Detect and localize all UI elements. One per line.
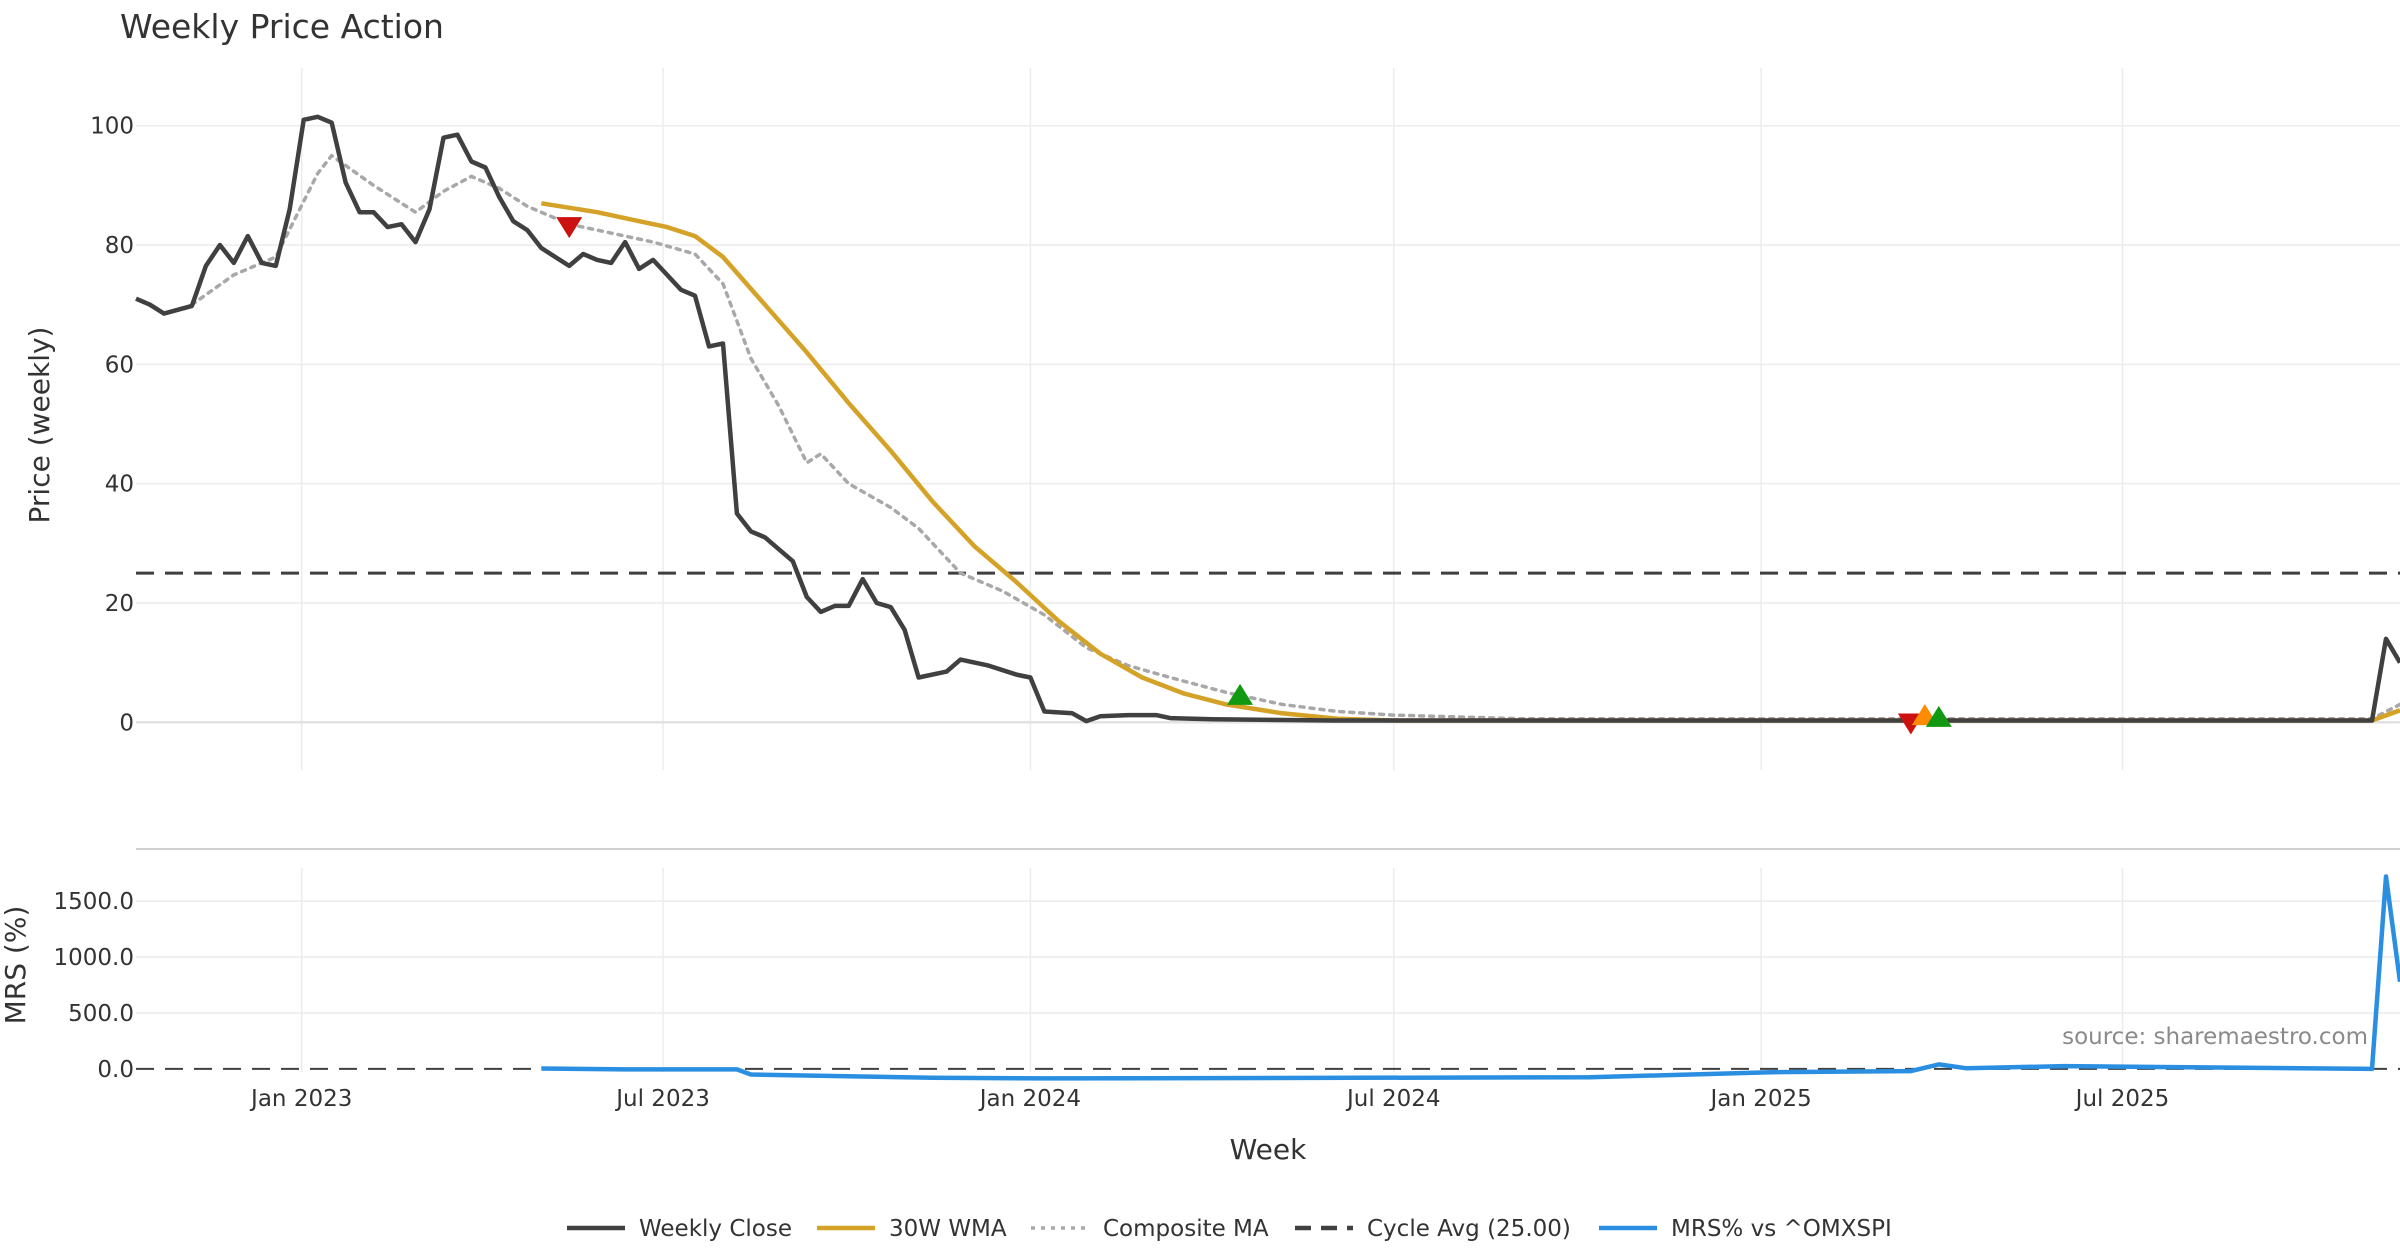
mrs-y-tick-label: 1500.0 [54,889,134,915]
series-line-close [135,114,2400,724]
price-y-tick-label: 100 [90,114,134,140]
grid [136,68,2400,1072]
signal-sell-marker [556,217,583,239]
x-tick-label: Jul 2023 [614,1086,710,1112]
source-annotation: source: sharemaestro.com [2062,1024,2368,1050]
x-tick-label: Jan 2023 [249,1086,352,1112]
signal-buy-marker [1227,683,1254,705]
legend-label-cycle: Cycle Avg (25.00) [1367,1216,1571,1242]
mrs-y-tick-label: 500.0 [68,1001,134,1027]
price-y-tick-label: 80 [105,233,134,259]
signal-buy-marker [1925,705,1952,727]
legend-label-mrs: MRS% vs ^OMXSPI [1671,1216,1892,1242]
legend[interactable]: Weekly Close 30W WMA Composite MA Cycle Avg… [567,1216,1892,1242]
legend-label-composite: Composite MA [1103,1216,1269,1242]
series-line-mrs [541,874,2400,1081]
x-axis-label: Week [1230,1133,1307,1166]
price-y-tick-label: 40 [105,472,134,498]
mrs-y-tick-label: 1000.0 [54,945,134,971]
legend-label-close: Weekly Close [639,1216,792,1242]
series-line-composite [190,153,2400,721]
signal-markers [556,217,1952,735]
x-tick-label: Jan 2024 [978,1086,1081,1112]
mrs-y-tick-label: 0.0 [97,1057,134,1083]
x-tick-label: Jul 2025 [2074,1086,2170,1112]
price-y-axis: 0 20 40 60 80 100 [90,114,134,737]
legend-label-wma: 30W WMA [889,1216,1007,1242]
x-tick-label: Jul 2024 [1345,1086,1441,1112]
x-tick-label: Jan 2025 [1708,1086,1811,1112]
price-y-tick-label: 20 [105,591,134,617]
x-axis: Jan 2023 Jul 2023 Jan 2024 Jul 2024 Jan 2025… [249,1086,2169,1112]
series-lines [135,114,2400,1081]
price-y-tick-label: 0 [119,710,134,736]
mrs-y-axis: 0.0 500.0 1000.0 1500.0 [54,889,134,1083]
mrs-y-axis-label: MRS (%) [0,906,32,1025]
price-y-axis-label: Price (weekly) [23,327,56,524]
price-y-tick-label: 60 [105,352,134,378]
chart-title: Weekly Price Action [120,7,444,46]
series-line-wma [540,201,2400,723]
